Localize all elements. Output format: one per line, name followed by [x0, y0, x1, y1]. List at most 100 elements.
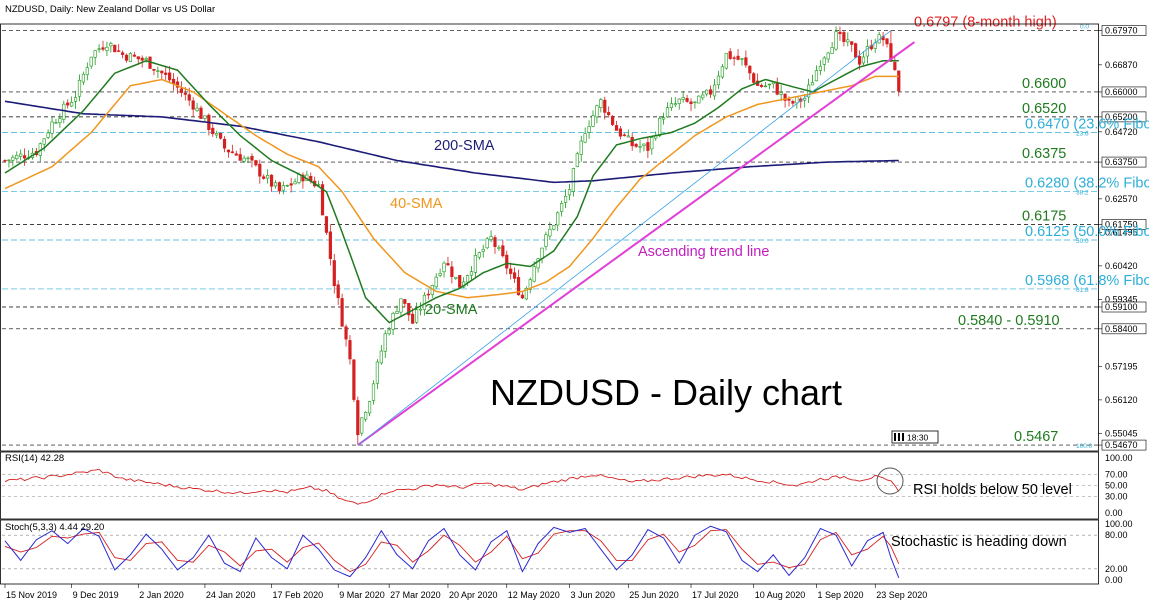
time-box-label: 18:30: [907, 433, 929, 443]
candle-body: [587, 126, 591, 133]
candle-body: [418, 308, 423, 311]
candle-body: [152, 68, 156, 71]
candle-body: [160, 70, 164, 74]
candle-body: [22, 155, 27, 159]
candle-body: [15, 154, 19, 160]
candle-body: [736, 55, 740, 60]
candle-body: [93, 50, 97, 58]
stoch-tick-label: 80.00: [1105, 530, 1128, 540]
candle-body: [77, 79, 82, 97]
stoch-annotation: Stochastic is heading down: [891, 534, 1067, 550]
candle-body: [524, 287, 528, 300]
candle-body: [489, 236, 493, 240]
rsi-tick-label: 30.00: [1105, 492, 1128, 502]
candle-body: [450, 266, 454, 278]
price-tick-label: 0.61750: [1105, 219, 1138, 229]
trend-annotation: Ascending trend line: [638, 244, 769, 260]
candle-body: [297, 174, 301, 183]
candle-body: [614, 125, 619, 131]
candle-body: [818, 65, 822, 71]
candle-body: [775, 82, 779, 95]
level-label: 0.5840 - 0.5910: [958, 313, 1060, 329]
candle-body: [724, 52, 728, 69]
candle-body: [387, 329, 391, 335]
candle-body: [838, 31, 842, 35]
candle-body: [669, 103, 673, 108]
candle-body: [226, 149, 231, 153]
candle-body: [509, 268, 513, 274]
candle-body: [528, 279, 532, 290]
candle-body: [117, 50, 121, 52]
candle-body: [407, 303, 411, 316]
candle-body: [791, 101, 795, 104]
candle-body: [787, 98, 791, 101]
candle-body: [266, 175, 270, 179]
candle-body: [857, 55, 862, 65]
candle-body: [842, 32, 846, 42]
price-tick-label: 0.66000: [1105, 87, 1138, 97]
main-price-pane: 0.67970 0.66870 0.66000 0.65200 0.64720 0.637…: [2, 15, 1149, 451]
price-tick-label: 0.55045: [1105, 428, 1138, 438]
ascending-trend-line: [357, 41, 916, 446]
candle-body: [7, 159, 11, 162]
stoch-header-title: Stoch(5,3,3) 4.44 29.20: [5, 522, 104, 533]
candle-body: [348, 340, 352, 360]
rsi-tick-label: 0.00: [1105, 508, 1123, 518]
price-tick-box: [1101, 25, 1147, 36]
candle-body: [552, 225, 556, 230]
candle-body: [560, 203, 564, 212]
candle-body: [340, 298, 344, 327]
price-tick-label: 0.54670: [1105, 440, 1138, 450]
candle-body: [144, 58, 148, 61]
time-axis: 15 Nov 2019 9 Dec 2019 2 Jan 2020 24 Jan 20…: [4, 584, 927, 600]
candle-body: [865, 46, 869, 57]
candle-body: [219, 132, 223, 139]
candle-body: [861, 56, 866, 64]
time-tick-label: 17 Feb 2020: [273, 590, 324, 600]
time-box: 18:30: [891, 430, 939, 444]
candle-body: [332, 260, 336, 287]
candle-body: [179, 88, 184, 93]
candle-body: [689, 101, 693, 105]
candle-body: [356, 400, 360, 436]
candle-body: [532, 266, 536, 282]
candle-body: [493, 237, 497, 247]
candle-body: [375, 361, 380, 384]
level-label: 0.6375: [1022, 146, 1066, 162]
level-label: 0.6280 (38.2% Fibo): [1025, 176, 1149, 192]
candle-body: [810, 82, 815, 86]
candle-body: [779, 92, 783, 95]
candle-body: [367, 401, 372, 414]
candle-body: [320, 184, 325, 216]
candle-body: [140, 57, 144, 61]
candle-body: [693, 101, 697, 103]
candle-body: [379, 350, 383, 364]
candle-body: [371, 383, 376, 401]
candle-body: [113, 44, 117, 53]
candle-body: [767, 83, 771, 86]
level-label: 0.6470 (23.6% Fibo): [1025, 116, 1149, 132]
candle-body: [603, 99, 607, 113]
candle-body: [897, 70, 901, 92]
candle-body: [81, 73, 85, 83]
candle-body: [344, 326, 348, 340]
price-tick-label: 0.62570: [1105, 194, 1138, 204]
candle-body: [803, 98, 807, 101]
candle-body: [399, 298, 403, 313]
candle-body: [477, 252, 481, 258]
main-pane-border: [0, 23, 1099, 452]
chart-big-title: NZDUSD - Daily chart: [490, 372, 842, 413]
candle-body: [121, 52, 125, 55]
candle-body: [885, 38, 889, 45]
candle-body: [42, 138, 46, 145]
rsi-tick-label: 50.00: [1105, 481, 1128, 491]
time-tick-label: 9 Dec 2019: [73, 590, 119, 600]
price-tick-label: 0.64720: [1105, 127, 1138, 137]
candle-body: [501, 245, 505, 257]
candle-body: [250, 156, 254, 161]
candle-body: [328, 231, 332, 259]
stoch-main-line: [4, 525, 900, 578]
price-tick-box: [1101, 156, 1147, 168]
